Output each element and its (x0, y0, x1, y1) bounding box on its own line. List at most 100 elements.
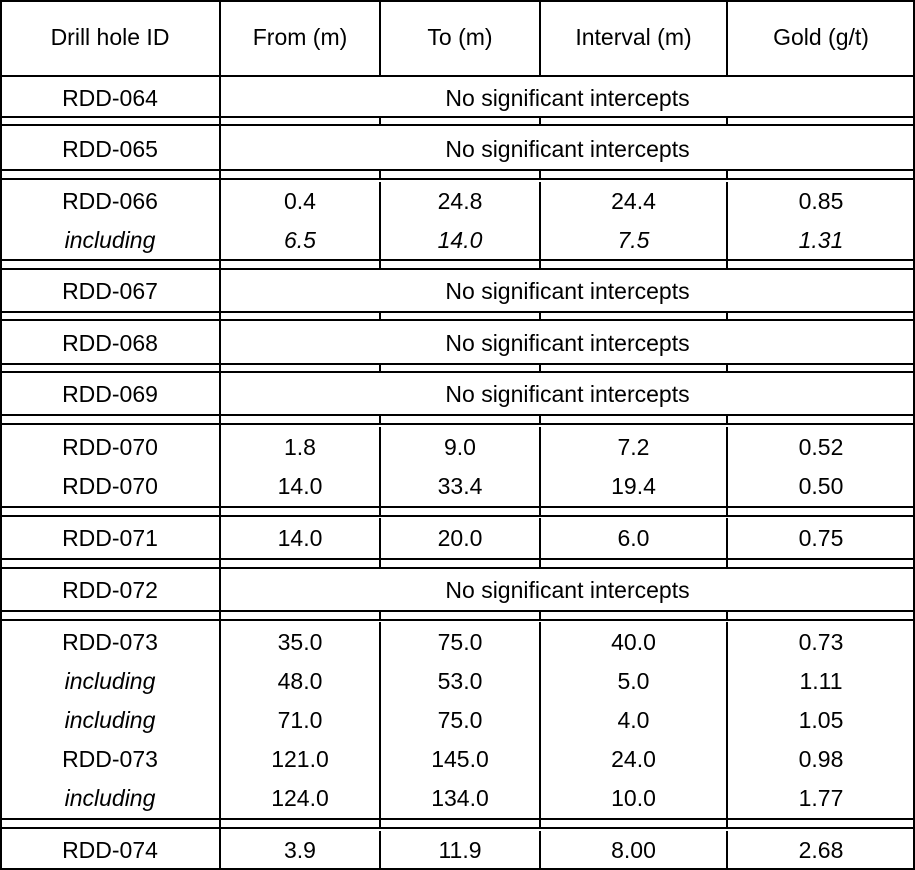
table-cell: 19.4 (611, 473, 656, 499)
column-divider (379, 818, 381, 827)
column-divider (539, 701, 541, 740)
column-divider (539, 221, 541, 259)
table-cell: 33.4 (437, 473, 483, 499)
column-divider (726, 518, 728, 558)
column-divider (379, 182, 381, 221)
row-divider (0, 610, 915, 612)
column-divider (539, 414, 541, 423)
row-divider (0, 169, 915, 171)
table-cell: 9.0 (444, 433, 476, 460)
column-divider (539, 558, 541, 567)
table-cell: 6.0 (617, 524, 650, 551)
table-cell: 145.0 (431, 746, 489, 772)
table-cell: 11.9 (438, 837, 482, 863)
table-cell: 8.00 (611, 837, 656, 863)
no-intercept-note: No significant intercepts (445, 136, 690, 162)
table-cell: 0.75 (798, 524, 844, 551)
column-header: Drill hole ID (50, 24, 170, 50)
table-cell: 40.0 (611, 628, 656, 655)
drill-hole-id: RDD-067 (62, 277, 158, 304)
column-divider (726, 818, 728, 827)
column-header: From (m) (252, 24, 348, 50)
column-divider (379, 831, 381, 870)
column-divider (726, 779, 728, 818)
no-intercept-note: No significant intercepts (445, 277, 690, 304)
table-cell: 0.98 (798, 746, 844, 772)
table-cell: 134.0 (431, 785, 489, 811)
row-divider (0, 259, 915, 261)
table-cell: 24.8 (437, 188, 483, 214)
row-divider (0, 567, 915, 569)
table-cell: 71.0 (277, 707, 323, 733)
column-divider (726, 221, 728, 259)
column-divider (726, 363, 728, 371)
row-divider (0, 319, 915, 321)
row-divider (0, 414, 915, 416)
column-divider (913, 0, 915, 870)
table-cell: 2.68 (798, 837, 844, 863)
table-cell: 1.8 (284, 433, 316, 460)
column-divider (379, 662, 381, 701)
column-divider (539, 169, 541, 178)
column-divider (726, 740, 728, 779)
column-divider (726, 622, 728, 662)
table-cell: 4.0 (617, 707, 650, 733)
table-cell: 14.0 (277, 524, 323, 551)
column-divider (379, 311, 381, 319)
column-divider (726, 414, 728, 423)
column-divider (726, 427, 728, 467)
column-header: Interval (m) (575, 24, 692, 50)
row-divider (0, 268, 915, 270)
table-cell: 7.5 (617, 226, 650, 253)
column-divider (379, 169, 381, 178)
column-divider (379, 363, 381, 371)
column-divider (539, 518, 541, 558)
row-divider (0, 619, 915, 621)
column-divider (539, 116, 541, 124)
column-divider (539, 831, 541, 870)
column-divider (726, 610, 728, 619)
column-divider (379, 427, 381, 467)
column-divider (539, 818, 541, 827)
table-cell: 0.50 (798, 473, 844, 499)
table-cell: 0.85 (798, 188, 844, 214)
table-cell: 6.5 (284, 226, 316, 253)
table-cell: 0.52 (798, 433, 844, 460)
row-divider (0, 124, 915, 126)
drill-hole-id: RDD-068 (62, 329, 158, 356)
drill-hole-id: including (64, 668, 156, 694)
row-divider (0, 506, 915, 508)
column-divider (379, 259, 381, 268)
table-cell: 10.0 (611, 785, 656, 811)
drill-hole-id: RDD-065 (62, 136, 158, 162)
table-cell: 1.77 (798, 785, 844, 811)
drill-hole-id: RDD-064 (62, 84, 158, 111)
row-divider (0, 818, 915, 820)
column-divider (539, 610, 541, 619)
table-cell: 53.0 (437, 668, 483, 694)
column-divider (379, 740, 381, 779)
column-divider (726, 662, 728, 701)
column-divider (539, 662, 541, 701)
no-intercept-note: No significant intercepts (445, 576, 690, 603)
column-divider (726, 116, 728, 124)
row-divider (0, 311, 915, 313)
column-divider (379, 779, 381, 818)
table-cell: 75.0 (437, 707, 483, 733)
row-divider (0, 75, 915, 77)
row-divider (0, 371, 915, 373)
row-divider (0, 178, 915, 180)
column-divider (539, 622, 541, 662)
column-header: To (m) (427, 24, 493, 50)
table-cell: 121.0 (271, 746, 329, 772)
column-divider (379, 414, 381, 423)
table-cell: 14.0 (437, 226, 483, 253)
row-divider (0, 116, 915, 118)
column-divider (539, 259, 541, 268)
row-divider (0, 558, 915, 560)
no-intercept-note: No significant intercepts (445, 84, 690, 111)
row-divider (0, 827, 915, 829)
no-intercept-note: No significant intercepts (445, 381, 690, 407)
column-divider (379, 610, 381, 619)
